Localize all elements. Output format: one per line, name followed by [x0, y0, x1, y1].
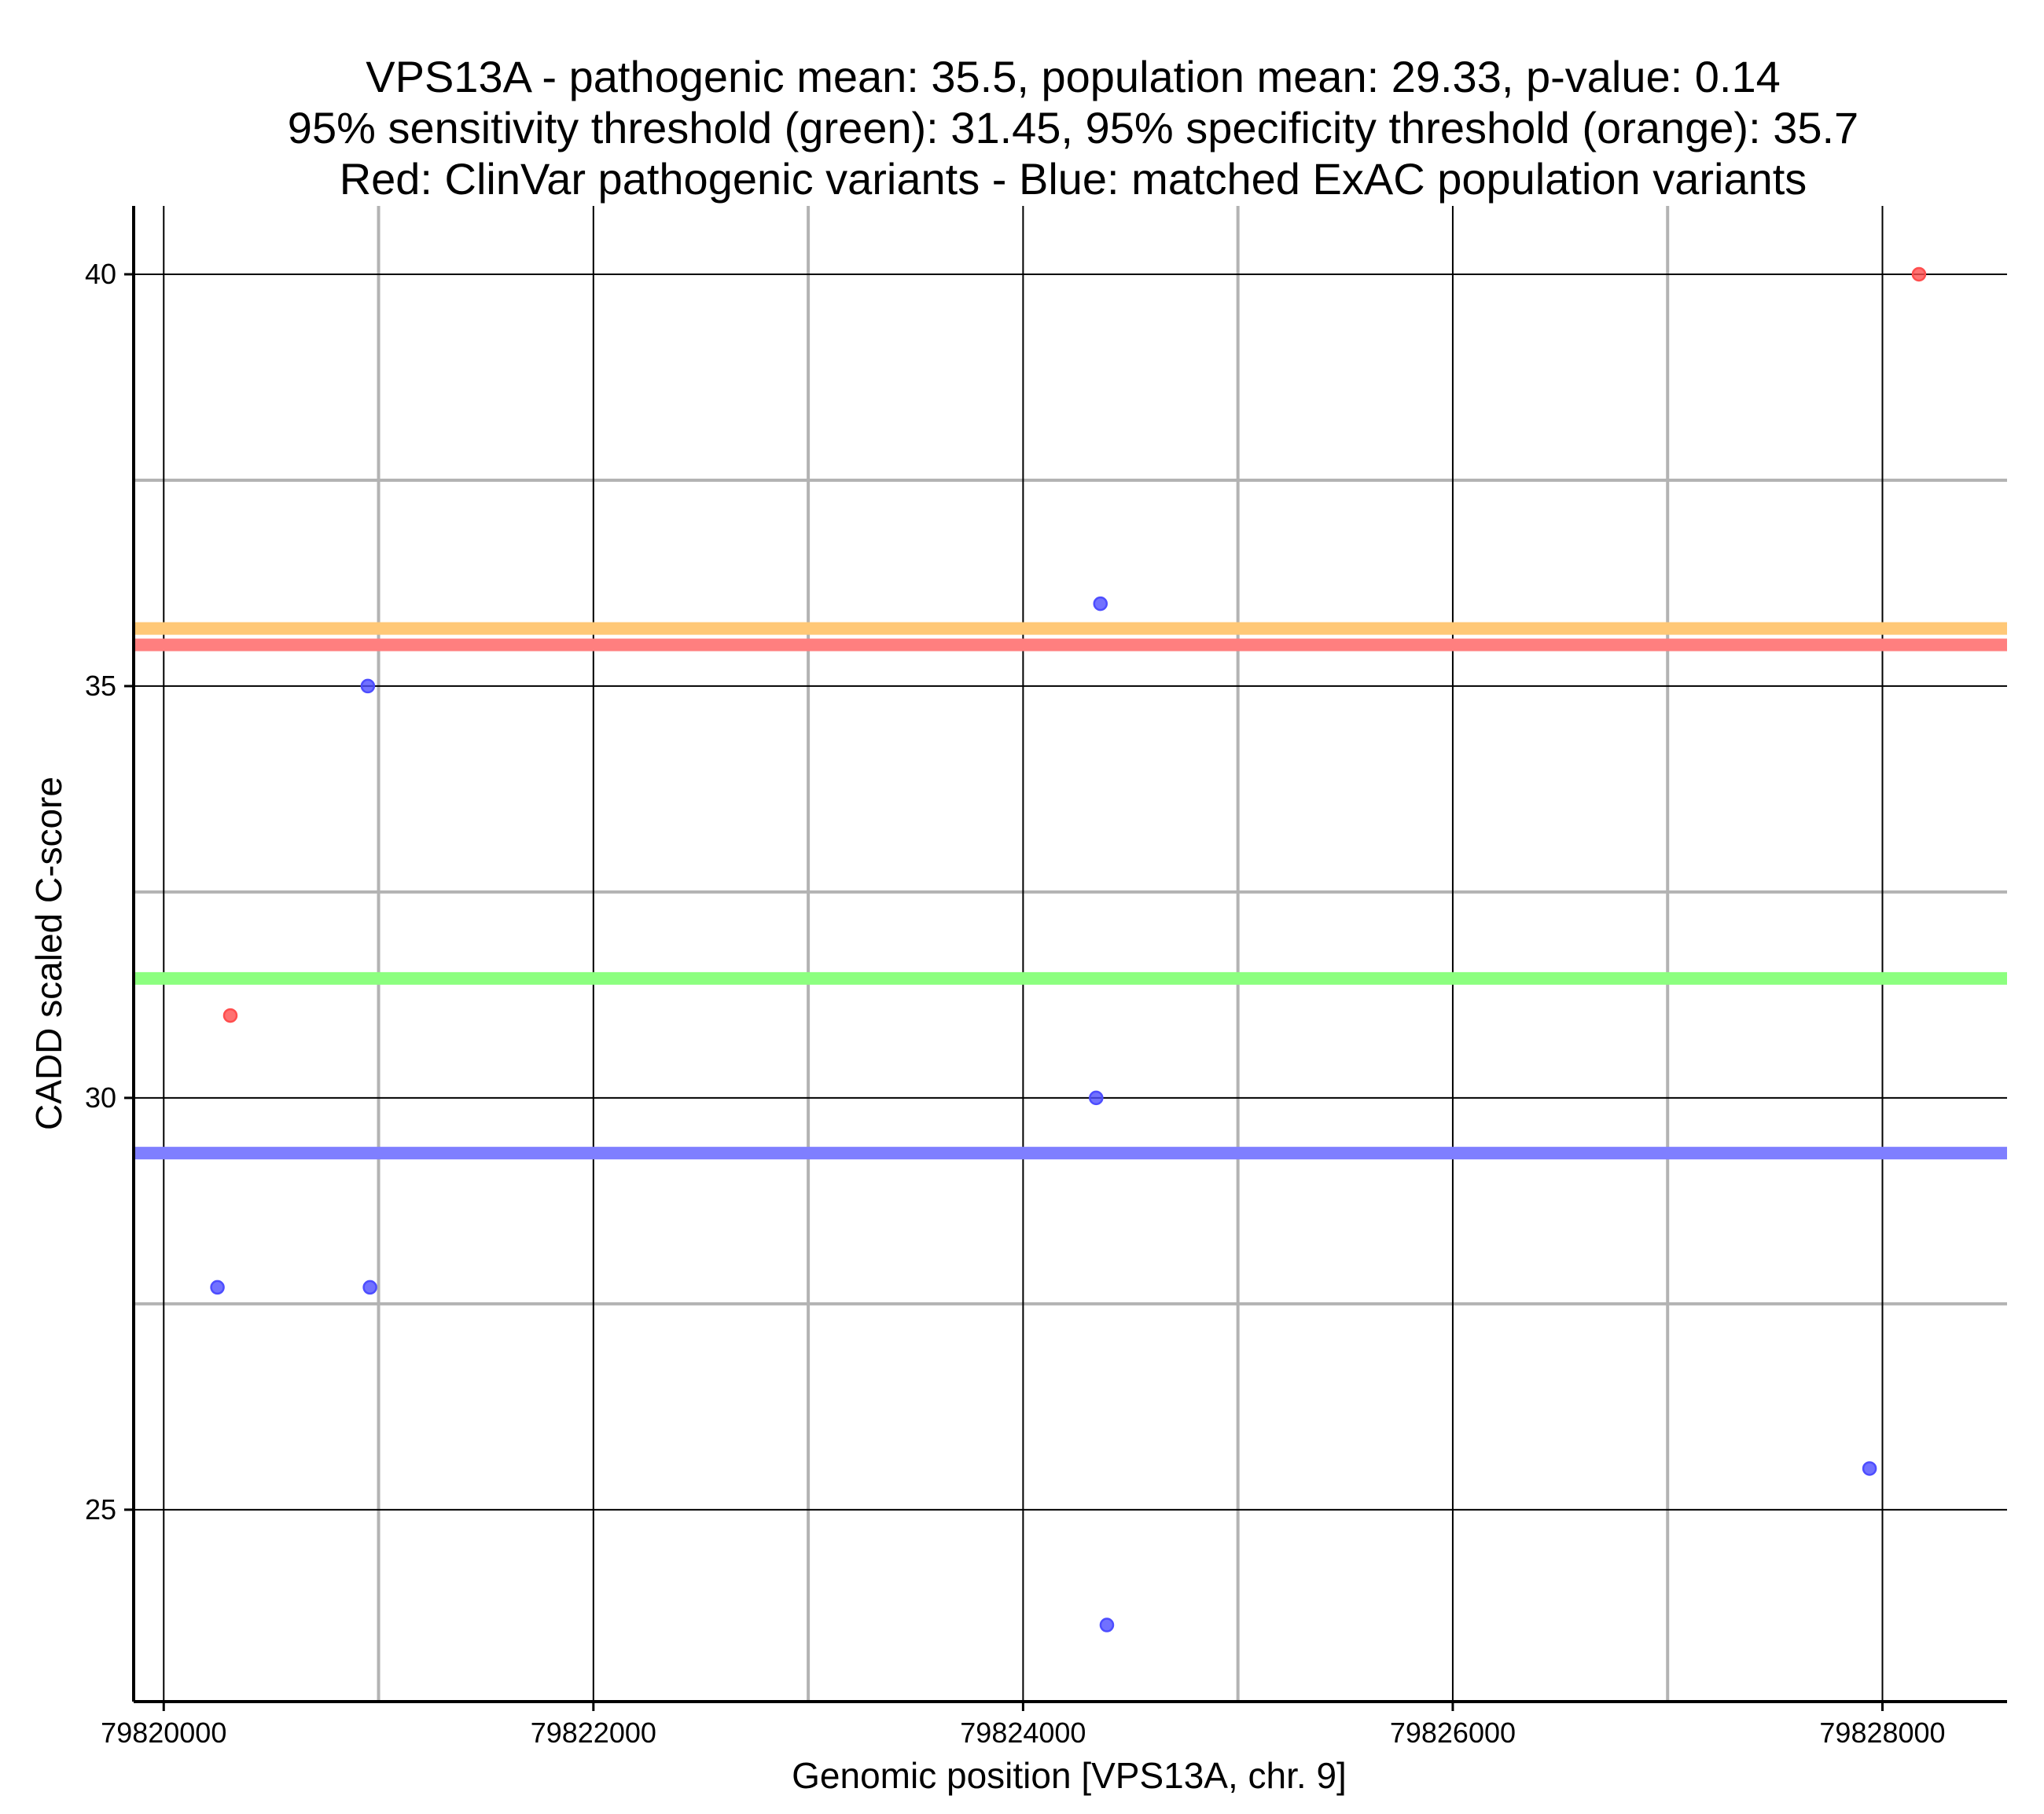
y-tick-label: 25 [85, 1493, 116, 1526]
data-points [210, 266, 1927, 1632]
y-tick-label: 35 [85, 670, 116, 702]
x-tick-label: 79828000 [1819, 1717, 1945, 1749]
population-point [1862, 1461, 1877, 1476]
pathogenic-point [1911, 266, 1927, 282]
x-axis-label: Genomic position [VPS13A, chr. 9] [792, 1755, 1347, 1796]
axes [132, 206, 2007, 1703]
tick-labels: 79820000 79822000 79824000 79826000 79828000… [85, 258, 1946, 1749]
population-point [210, 1280, 225, 1295]
x-tick-label: 79822000 [531, 1717, 656, 1749]
chart-title: VPS13A - pathogenic mean: 35.5, populati… [288, 52, 1858, 204]
title-line-1: VPS13A - pathogenic mean: 35.5, populati… [366, 52, 1781, 101]
population-point [360, 678, 376, 694]
population-point [1089, 1090, 1104, 1106]
pathogenic-point [222, 1008, 238, 1023]
x-tick-label: 79826000 [1390, 1717, 1516, 1749]
x-tick-label: 79824000 [960, 1717, 1086, 1749]
population-point [1099, 1618, 1115, 1632]
threshold-lines [134, 622, 2007, 1160]
y-axis-label: CADD scaled C-score [28, 777, 69, 1130]
y-tick-label: 40 [85, 258, 116, 290]
title-line-2: 95% sensitivity threshold (green): 31.45… [288, 103, 1858, 152]
title-line-3: Red: ClinVar pathogenic variants - Blue:… [340, 154, 1807, 204]
population-point [362, 1280, 377, 1295]
grid [134, 206, 2007, 1702]
population-point [1093, 596, 1108, 611]
y-tick-label: 30 [85, 1081, 116, 1114]
x-tick-label: 79820000 [101, 1717, 226, 1749]
